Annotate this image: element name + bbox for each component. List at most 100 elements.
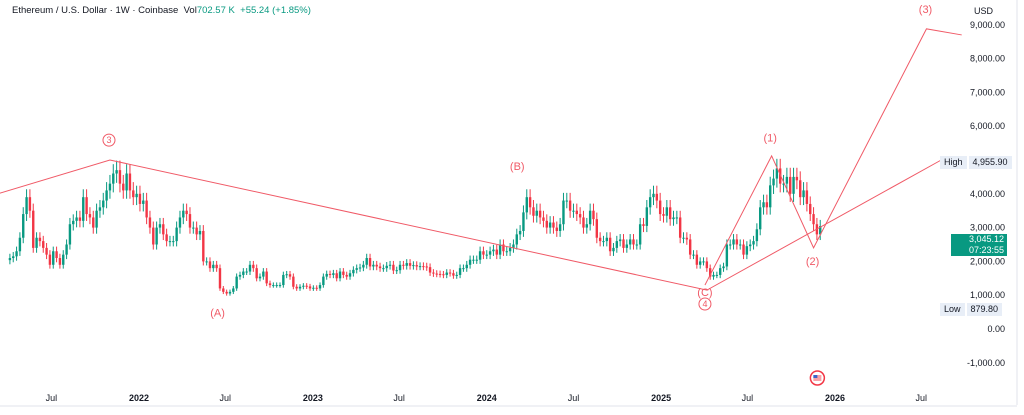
candle-body: [635, 244, 639, 246]
candle-body: [82, 197, 85, 221]
wave-label[interactable]: (3): [919, 4, 932, 16]
y-tick-label: 6,000.00: [970, 121, 1005, 131]
candle-body: [122, 183, 125, 191]
candle-body: [68, 224, 72, 245]
candle-body: [302, 285, 305, 287]
candle-body: [262, 271, 265, 277]
x-tick-label: Jul: [219, 393, 231, 403]
candle-body: [152, 227, 155, 245]
candle-body: [275, 285, 278, 287]
candle-body: [702, 261, 705, 263]
candle-body: [62, 254, 65, 265]
candle-body: [178, 217, 182, 228]
candle-body: [358, 267, 362, 269]
candle-body: [258, 276, 262, 279]
candle-body: [685, 237, 689, 240]
currency-button[interactable]: USD: [974, 6, 994, 16]
candle-body: [558, 224, 562, 231]
candle-body: [175, 227, 178, 242]
candle-body: [765, 202, 769, 208]
candle-body: [799, 180, 802, 198]
candle-body: [485, 254, 488, 256]
candle-body: [665, 207, 669, 216]
candle-body: [98, 207, 102, 211]
wave-trend-line[interactable]: [0, 159, 942, 291]
candle-body: [598, 237, 602, 242]
wave-label[interactable]: (1): [763, 132, 776, 144]
candle-body: [562, 200, 565, 225]
candle-body: [232, 288, 235, 292]
wave-label-circle: [698, 297, 712, 311]
bar-countdown: 07:23:55: [968, 245, 1004, 255]
candle-body: [468, 259, 472, 265]
wave-label[interactable]: (C): [697, 287, 712, 299]
candle-body: [502, 244, 505, 252]
candle-body: [345, 274, 348, 277]
x-tick-label: Jul: [46, 393, 58, 403]
candle-body: [35, 237, 38, 248]
candle-body: [332, 273, 335, 275]
candle-body: [55, 251, 58, 259]
candle-body: [655, 193, 659, 201]
y-tick-label: 2,000.00: [970, 256, 1005, 266]
candle-body: [452, 273, 455, 276]
candle-body: [85, 197, 88, 215]
candle-body: [535, 210, 538, 216]
candle-body: [745, 246, 749, 255]
candle-body: [202, 230, 205, 262]
low-marker: Low 879.80: [940, 303, 1003, 316]
candle-body: [182, 210, 185, 218]
candle-body: [812, 214, 815, 225]
candle-body: [165, 234, 168, 242]
wave-label[interactable]: (2): [806, 256, 819, 268]
candle-body: [708, 268, 712, 277]
y-tick-label: 3,000.00: [970, 223, 1005, 233]
candle-body: [58, 258, 62, 265]
candle-body: [245, 271, 248, 273]
candle-body: [155, 227, 158, 245]
candle-body: [522, 212, 525, 231]
candle-body: [88, 214, 92, 218]
candle-body: [42, 241, 45, 248]
candle-body: [652, 193, 655, 198]
wave-label[interactable]: 4: [702, 299, 707, 309]
wave-label[interactable]: 3: [106, 135, 111, 145]
candle-body: [608, 237, 612, 252]
candle-body: [792, 176, 795, 194]
candle-body: [618, 239, 622, 242]
candle-body: [215, 264, 218, 269]
symbol-title[interactable]: Ethereum / U.S. Dollar · 1W · Coinbase: [12, 5, 179, 16]
candle-body: [575, 210, 578, 215]
wave-trend-line[interactable]: [704, 28, 962, 286]
candle-body: [195, 227, 198, 235]
y-tick-label: 4,000.00: [970, 189, 1005, 199]
candle-body: [775, 168, 779, 179]
chart-legend: Ethereum / U.S. Dollar · 1W · Coinbase V…: [12, 5, 311, 16]
candle-body: [305, 285, 308, 287]
candle-body: [315, 287, 318, 289]
wave-label[interactable]: (B): [510, 161, 525, 173]
candle-body: [92, 217, 95, 228]
wave-label[interactable]: (A): [210, 307, 225, 319]
candle-body: [672, 217, 675, 220]
candle-body: [545, 220, 548, 228]
candle-body: [552, 222, 555, 228]
candle-body: [438, 273, 442, 275]
candle-body: [25, 197, 28, 215]
candle-body: [132, 190, 135, 198]
candle-body: [518, 230, 522, 235]
candle-body: [738, 244, 742, 246]
low-label: Low: [940, 303, 965, 316]
candle-body: [365, 258, 368, 265]
candle-body: [342, 271, 345, 275]
candle-body: [105, 190, 108, 201]
y-tick-label: 9,000.00: [970, 20, 1005, 30]
candle-body: [698, 261, 702, 265]
candle-body: [318, 285, 322, 289]
candle-body: [295, 286, 298, 289]
candle-body: [622, 239, 625, 248]
candle-body: [8, 258, 12, 261]
candle-body: [612, 247, 615, 252]
candle-body: [142, 200, 145, 204]
